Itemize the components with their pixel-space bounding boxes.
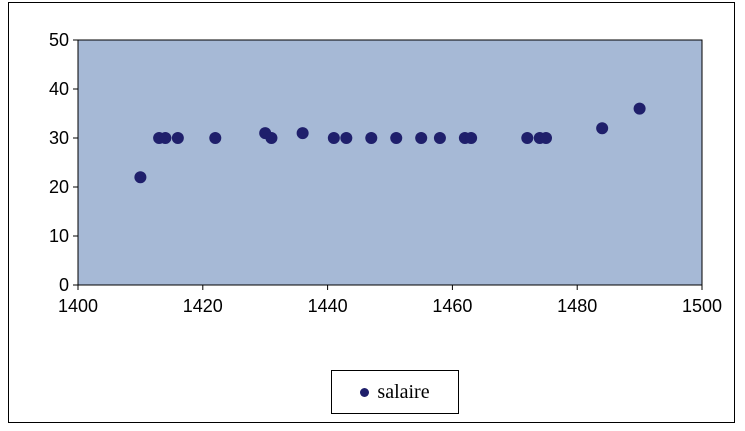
data-point bbox=[521, 132, 534, 144]
x-tick-label: 1500 bbox=[682, 296, 722, 316]
data-point bbox=[596, 122, 609, 135]
data-point bbox=[171, 132, 184, 144]
plot-area bbox=[77, 39, 703, 286]
data-point bbox=[340, 132, 353, 144]
data-point bbox=[296, 127, 309, 140]
x-tick-label: 1480 bbox=[557, 296, 597, 316]
x-tick-label: 1440 bbox=[308, 296, 348, 316]
y-tick-label: 0 bbox=[59, 275, 69, 295]
data-point bbox=[465, 132, 478, 144]
data-point bbox=[390, 132, 403, 144]
data-point bbox=[415, 132, 428, 144]
y-tick-label: 50 bbox=[49, 30, 69, 50]
data-point bbox=[365, 132, 378, 144]
data-point bbox=[265, 132, 278, 144]
x-tick-label: 1420 bbox=[183, 296, 223, 316]
axis-ticks: 0 10 20 30 40 50 1400 1420 1440 1460 1480 1500 bbox=[49, 30, 722, 316]
data-point bbox=[633, 102, 646, 115]
x-tick-label: 1460 bbox=[432, 296, 472, 316]
data-point bbox=[327, 132, 340, 144]
data-point bbox=[433, 132, 446, 144]
legend: salaire bbox=[331, 370, 459, 414]
data-point bbox=[134, 171, 147, 184]
data-point bbox=[159, 132, 172, 144]
y-tick-label: 40 bbox=[49, 79, 69, 99]
y-tick-label: 10 bbox=[49, 226, 69, 246]
data-points bbox=[134, 102, 646, 184]
y-tick-label: 20 bbox=[49, 177, 69, 197]
x-tick-label: 1400 bbox=[58, 296, 98, 316]
legend-label: salaire bbox=[377, 380, 430, 403]
y-tick-label: 30 bbox=[49, 128, 69, 148]
data-point bbox=[209, 132, 222, 144]
data-point bbox=[540, 132, 552, 144]
legend-marker-icon bbox=[360, 387, 370, 397]
